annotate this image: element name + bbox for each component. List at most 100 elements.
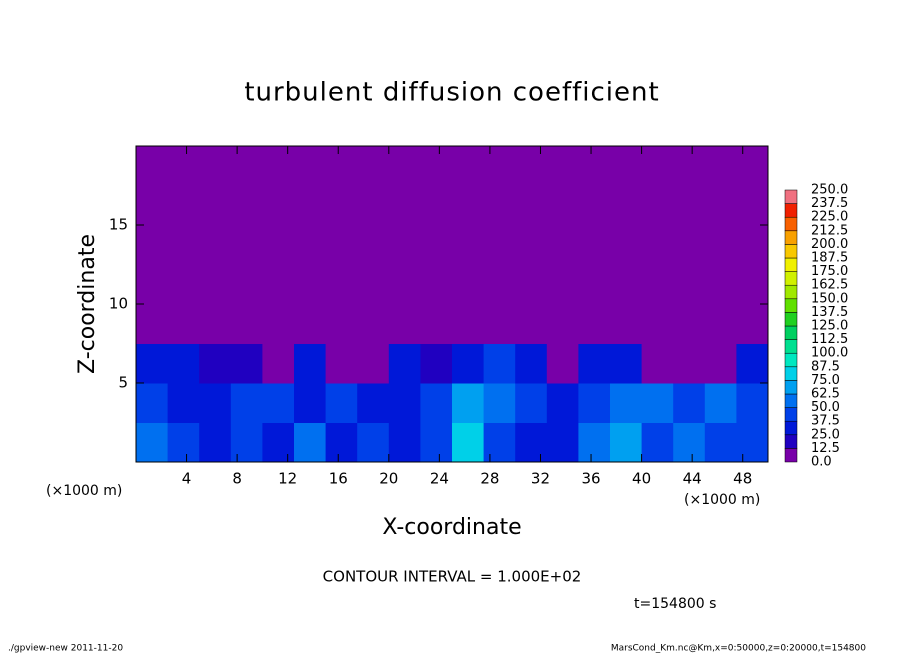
field-cell: [578, 185, 611, 226]
field-cell: [230, 146, 263, 186]
field-cell: [325, 146, 358, 186]
x-tick-label: 20: [379, 470, 398, 488]
field-cell: [452, 422, 485, 463]
field-cell: [578, 383, 611, 423]
field-cell: [230, 225, 263, 265]
colorbar-label: 100.0: [811, 346, 848, 361]
field-cell: [388, 304, 421, 344]
field-cell: [136, 383, 169, 423]
field-cell: [262, 185, 295, 226]
field-cell: [230, 422, 263, 463]
field-cell: [610, 304, 643, 344]
colorbar-label: 187.5: [811, 251, 848, 266]
field-cell: [578, 225, 611, 265]
field-cell: [167, 185, 200, 226]
field-cell: [136, 185, 169, 226]
field-cell: [483, 422, 516, 463]
field-cell: [483, 343, 516, 384]
colorbar-box: [784, 339, 798, 354]
colorbar-box: [784, 434, 798, 449]
footer-right: MarsCond_Km.nc@Km,x=0:50000,z=0:20000,t=…: [611, 644, 866, 654]
field-cell: [199, 343, 232, 384]
colorbar-box: [784, 189, 798, 204]
field-cell: [452, 304, 485, 344]
field-cell: [420, 343, 453, 384]
field-cell: [357, 304, 390, 344]
field-cell: [452, 383, 485, 423]
field-cell: [578, 146, 611, 186]
field-cell: [736, 264, 769, 305]
field-cell: [325, 422, 358, 463]
field-cell: [388, 343, 421, 384]
field-cell: [136, 225, 169, 265]
field-cell: [641, 146, 674, 186]
field-cell: [610, 146, 643, 186]
x-tick-label: 32: [531, 470, 550, 488]
field-cell: [357, 225, 390, 265]
field-cell: [483, 185, 516, 226]
field-cell: [578, 264, 611, 305]
field-cell: [515, 304, 548, 344]
field-cell: [610, 185, 643, 226]
field-cell: [325, 185, 358, 226]
field-cell: [199, 304, 232, 344]
colorbar-label: 37.5: [811, 414, 840, 429]
field-cell: [736, 343, 769, 384]
field-cell: [546, 383, 579, 423]
field-cell: [167, 304, 200, 344]
field-cell: [610, 264, 643, 305]
x-tick-label: 24: [430, 470, 449, 488]
field-cell: [167, 343, 200, 384]
x-tick-label: 44: [683, 470, 702, 488]
field-cell: [357, 422, 390, 463]
colorbar-box: [784, 257, 798, 272]
field-cell: [167, 146, 200, 186]
field-cell: [262, 225, 295, 265]
field-cell: [641, 422, 674, 463]
field-cell: [546, 185, 579, 226]
colorbar-box: [784, 420, 798, 436]
colorbar-label: 225.0: [811, 210, 848, 225]
field-cell: [704, 422, 737, 463]
field-cell: [641, 225, 674, 265]
field-cell: [578, 422, 611, 463]
field-cell: [673, 264, 706, 305]
field-cell: [294, 343, 327, 384]
field-cell: [230, 185, 263, 226]
field-cell: [452, 146, 485, 186]
field-cell: [420, 383, 453, 423]
field-cell: [515, 264, 548, 305]
field-cell: [546, 146, 579, 186]
field-cell: [199, 225, 232, 265]
field-cell: [483, 304, 516, 344]
field-cell: [452, 185, 485, 226]
field-cell: [357, 343, 390, 384]
field-cell: [294, 383, 327, 423]
field-cell: [578, 304, 611, 344]
y-tick-label: 5: [118, 374, 128, 392]
y-tick-label: 10: [109, 295, 128, 313]
x-unit-label: (×1000 m): [684, 492, 760, 508]
field-cell: [167, 422, 200, 463]
field-cell: [199, 264, 232, 305]
y-axis-label: Z-coordinate: [75, 234, 100, 374]
field-cell: [673, 304, 706, 344]
field-cell: [262, 383, 295, 423]
colorbar-box: [784, 284, 798, 300]
colorbar-label: 112.5: [811, 332, 848, 347]
field-cell: [420, 422, 453, 463]
field-cell: [294, 422, 327, 463]
field-cell: [641, 264, 674, 305]
field-cell: [546, 343, 579, 384]
field-cell: [388, 383, 421, 423]
colorbar-box: [784, 352, 798, 368]
colorbar-label: 212.5: [811, 223, 848, 238]
field-cell: [483, 225, 516, 265]
field-cell: [167, 383, 200, 423]
colorbar-box: [784, 271, 798, 286]
field-cell: [546, 304, 579, 344]
field-cell: [452, 225, 485, 265]
field-cell: [388, 185, 421, 226]
field-cell: [388, 146, 421, 186]
